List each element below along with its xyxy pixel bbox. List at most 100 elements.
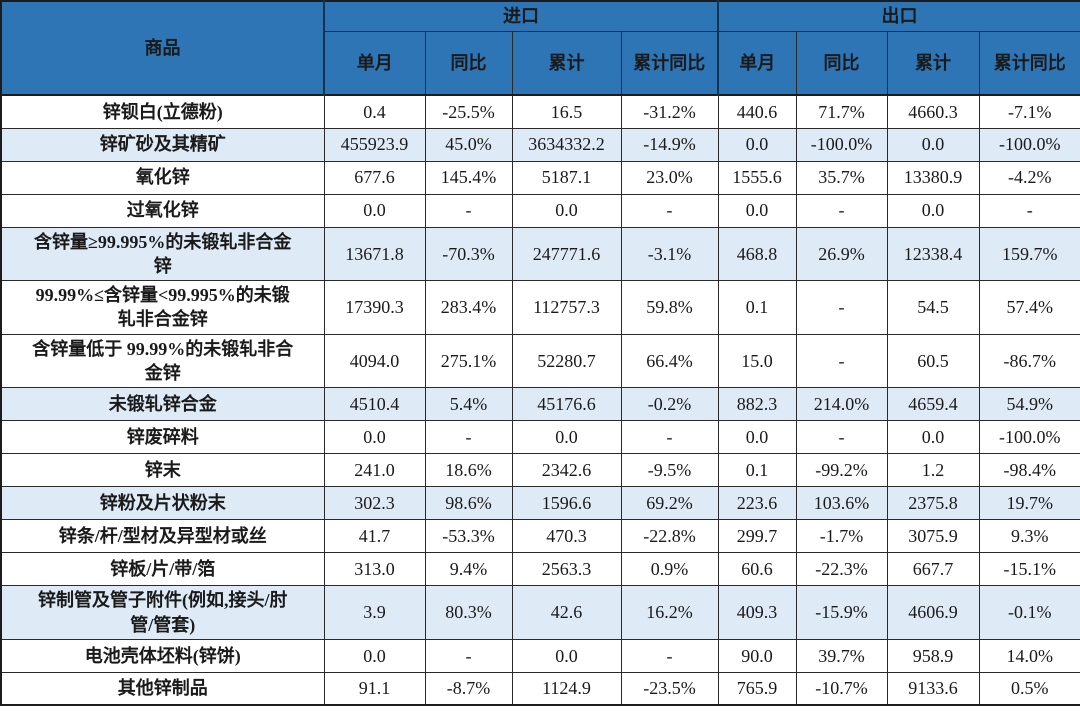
data-cell: -: [795, 420, 888, 455]
data-cell: 2563.3: [511, 552, 622, 587]
data-cell: 41.7: [323, 519, 426, 554]
data-cell: 91.1: [323, 671, 426, 706]
data-cell: -25.5%: [424, 94, 513, 129]
data-cell: 13380.9: [886, 160, 980, 195]
data-cell: 4660.3: [886, 94, 980, 129]
data-cell: 98.6%: [424, 486, 513, 521]
header-export-monthly: 单月: [717, 30, 797, 96]
data-cell: 71.7%: [795, 94, 888, 129]
data-cell: 0.1: [717, 453, 797, 488]
data-cell: -53.3%: [424, 519, 513, 554]
data-cell: -22.3%: [795, 552, 888, 587]
data-cell: 35.7%: [795, 160, 888, 195]
data-cell: 4094.0: [323, 333, 426, 389]
data-cell: 5.4%: [424, 387, 513, 422]
data-cell: 0.1: [717, 280, 797, 335]
data-cell: 0.9%: [620, 552, 719, 587]
product-name: 未锻轧锌合金: [0, 387, 325, 422]
data-cell: 0.0: [717, 420, 797, 455]
data-cell: 4606.9: [886, 585, 980, 640]
data-cell: -100.0%: [978, 127, 1080, 162]
product-name: 氧化锌: [0, 160, 325, 195]
data-cell: -23.5%: [620, 671, 719, 706]
header-import-yoy: 同比: [424, 30, 513, 96]
data-cell: 145.4%: [424, 160, 513, 195]
data-cell: 0.0: [511, 638, 622, 673]
data-cell: -0.1%: [978, 585, 1080, 640]
data-cell: 9.3%: [978, 519, 1080, 554]
data-cell: 470.3: [511, 519, 622, 554]
data-cell: 112757.3: [511, 280, 622, 335]
table-row: 含锌量低于 99.99%的未锻轧非合金锌 4094.0 275.1% 52280.7 6…: [0, 333, 1080, 389]
table-row: 99.99%≤含锌量<99.995%的未锻轧非合金锌 17390.3 283.4% 1…: [0, 280, 1080, 335]
data-cell: -4.2%: [978, 160, 1080, 195]
data-cell: 57.4%: [978, 280, 1080, 335]
data-cell: 54.5: [886, 280, 980, 335]
header-import-cumulative: 累计: [511, 30, 622, 96]
table-row: 氧化锌 677.6 145.4% 5187.1 23.0% 1555.6 35.7% 1338…: [0, 160, 1080, 195]
product-name: 锌废碎料: [0, 420, 325, 455]
data-cell: 9133.6: [886, 671, 980, 706]
data-cell: 1124.9: [511, 671, 622, 706]
data-cell: 299.7: [717, 519, 797, 554]
data-cell: 241.0: [323, 453, 426, 488]
product-name: 锌制管及管子附件(例如,接头/肘管/管套): [0, 585, 325, 640]
table-row: 锌矿砂及其精矿 455923.9 45.0% 3634332.2 -14.9% 0.0 -1…: [0, 127, 1080, 162]
data-cell: -: [795, 193, 888, 228]
data-cell: 16.5: [511, 94, 622, 129]
data-cell: 0.0: [886, 193, 980, 228]
data-cell: 4510.4: [323, 387, 426, 422]
header-export-cumulative-yoy: 累计同比: [978, 30, 1080, 96]
data-cell: -: [795, 333, 888, 389]
data-cell: -: [424, 193, 513, 228]
data-cell: 45.0%: [424, 127, 513, 162]
header-export-group: 出口: [717, 0, 1080, 32]
data-cell: 15.0: [717, 333, 797, 389]
data-cell: 2375.8: [886, 486, 980, 521]
data-cell: 2342.6: [511, 453, 622, 488]
data-cell: 440.6: [717, 94, 797, 129]
data-cell: -1.7%: [795, 519, 888, 554]
product-name: 99.99%≤含锌量<99.995%的未锻轧非合金锌: [0, 280, 325, 335]
data-cell: 19.7%: [978, 486, 1080, 521]
data-cell: 80.3%: [424, 585, 513, 640]
data-cell: 18.6%: [424, 453, 513, 488]
table-row: 锌粉及片状粉末 302.3 98.6% 1596.6 69.2% 223.6 103.6% 2…: [0, 486, 1080, 521]
data-cell: 14.0%: [978, 638, 1080, 673]
data-cell: -10.7%: [795, 671, 888, 706]
data-cell: 302.3: [323, 486, 426, 521]
header-sub-row: 单月 同比 累计 累计同比 单月 同比 累计 累计同比: [1, 30, 1080, 96]
table-body: 锌钡白(立德粉) 0.4 -25.5% 16.5 -31.2% 440.6 71.7% 466…: [0, 94, 1080, 706]
product-name: 过氧化锌: [0, 193, 325, 228]
data-cell: -86.7%: [978, 333, 1080, 389]
header-export-cumulative: 累计: [886, 30, 980, 96]
data-cell: 0.0: [511, 420, 622, 455]
data-cell: -70.3%: [424, 226, 513, 282]
product-name: 含锌量低于 99.99%的未锻轧非合金锌: [0, 333, 325, 389]
data-cell: -: [795, 280, 888, 335]
table-header: 商品 进口 出口 单月 同比 累计 累计同比 单月 同比 累计 累计同比: [0, 0, 1080, 96]
data-cell: 5187.1: [511, 160, 622, 195]
data-cell: 0.0: [323, 420, 426, 455]
data-cell: -100.0%: [978, 420, 1080, 455]
header-import-monthly: 单月: [323, 30, 426, 96]
data-cell: 247771.6: [511, 226, 622, 282]
data-cell: 17390.3: [323, 280, 426, 335]
data-cell: -: [424, 420, 513, 455]
data-cell: 39.7%: [795, 638, 888, 673]
product-name: 锌粉及片状粉末: [0, 486, 325, 521]
table-row: 未锻轧锌合金 4510.4 5.4% 45176.6 -0.2% 882.3 214.0% 4…: [0, 387, 1080, 422]
table-row: 含锌量≥99.995%的未锻轧非合金锌 13671.8 -70.3% 247771.6…: [0, 226, 1080, 282]
product-name: 含锌量≥99.995%的未锻轧非合金锌: [0, 226, 325, 282]
data-cell: 9.4%: [424, 552, 513, 587]
header-import-group: 进口: [323, 0, 719, 32]
header-group-row: 商品 进口 出口: [0, 0, 1080, 96]
data-cell: 69.2%: [620, 486, 719, 521]
data-cell: -0.2%: [620, 387, 719, 422]
data-cell: 23.0%: [620, 160, 719, 195]
data-cell: 0.4: [323, 94, 426, 129]
header-product: 商品: [0, 0, 325, 96]
data-cell: 214.0%: [795, 387, 888, 422]
data-cell: 765.9: [717, 671, 797, 706]
header-export-yoy: 同比: [795, 30, 888, 96]
